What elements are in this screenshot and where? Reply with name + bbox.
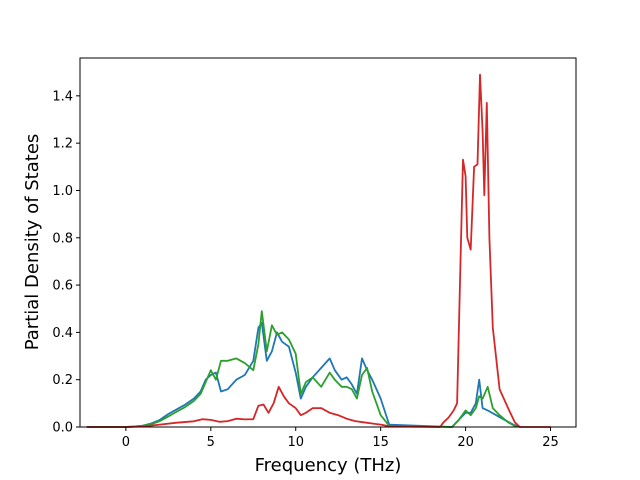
plot-frame xyxy=(79,57,577,428)
plot-lines xyxy=(86,73,551,428)
x-tick-label: 25 xyxy=(542,435,559,450)
y-tick-label: 1.0 xyxy=(52,184,73,199)
y-axis-label: Partial Density of States xyxy=(22,134,43,351)
y-tick-label: 0.8 xyxy=(52,231,73,246)
x-tick-label: 20 xyxy=(457,435,474,450)
x-tick-label: 15 xyxy=(372,435,389,450)
y-tick-label: 1.4 xyxy=(52,89,73,104)
x-tick-label: 5 xyxy=(207,435,215,450)
x-axis-ticks: 0 5 10 15 20 25 xyxy=(122,427,559,450)
series-line-2 xyxy=(86,310,517,428)
series-line-3 xyxy=(86,73,551,428)
x-axis-label: Frequency (THz) xyxy=(255,455,402,476)
y-tick-label: 0.6 xyxy=(52,279,73,294)
y-tick-label: 1.2 xyxy=(52,137,73,152)
y-tick-label: 0.4 xyxy=(52,326,73,341)
x-tick-label: 10 xyxy=(287,435,304,450)
y-tick-label: 0.2 xyxy=(52,373,73,388)
series-line-1 xyxy=(86,322,521,428)
y-tick-label: 0.0 xyxy=(52,421,73,436)
x-tick-label: 0 xyxy=(122,435,130,450)
y-axis-ticks: 0.0 0.2 0.4 0.6 0.8 1.0 1.2 1.4 xyxy=(52,89,80,436)
